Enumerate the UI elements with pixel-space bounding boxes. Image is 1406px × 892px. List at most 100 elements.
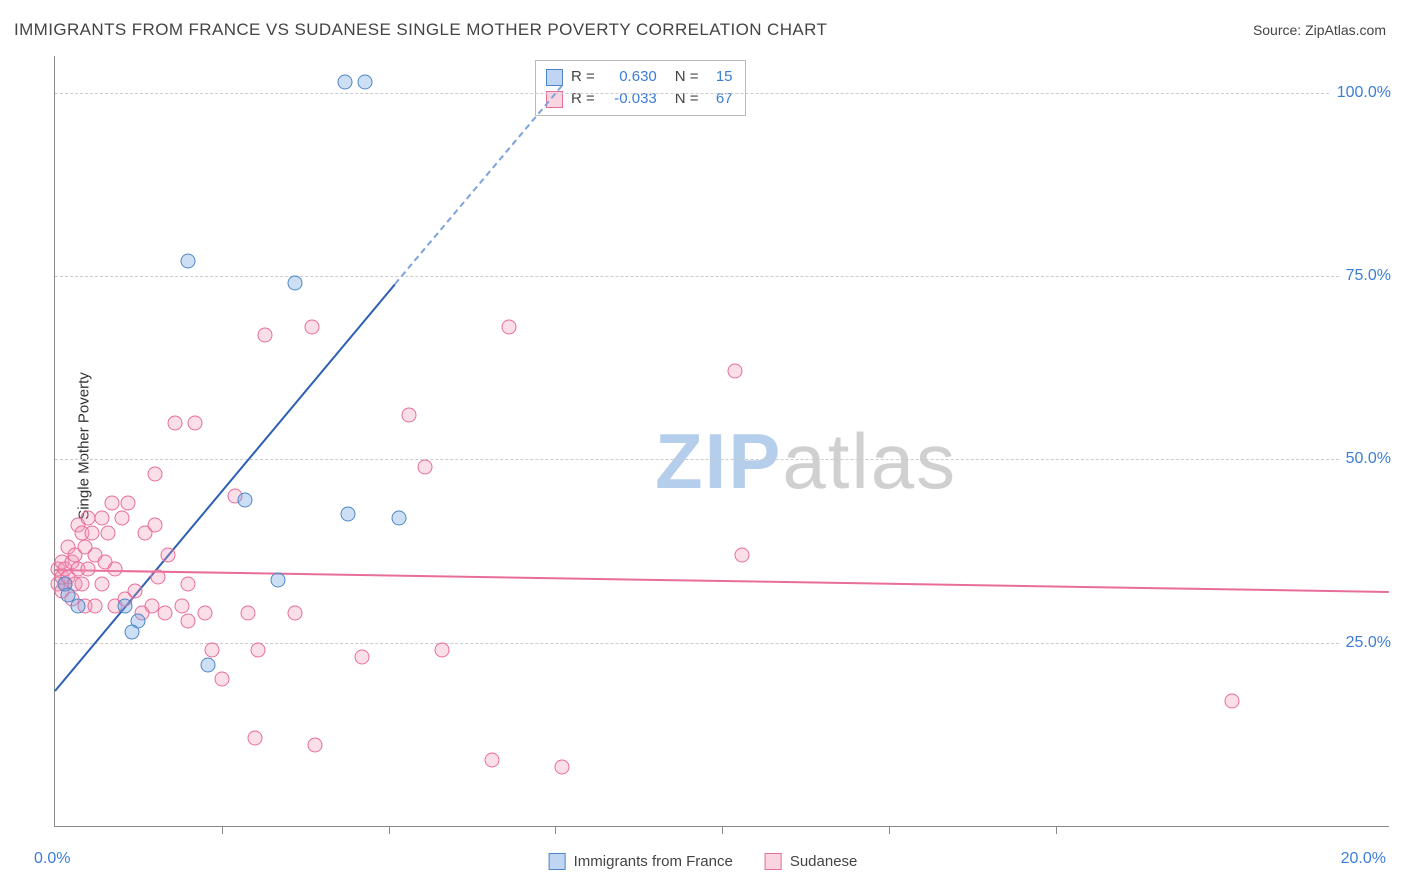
point-sudanese: [148, 518, 163, 533]
plot-area: ZIPatlas R = 0.630 N = 15 R = -0.033 N =…: [54, 56, 1389, 827]
x-tick-mark: [555, 826, 556, 834]
n-value-sudanese: 67: [707, 88, 733, 110]
x-tick-mark: [389, 826, 390, 834]
n-label: N =: [675, 66, 699, 88]
point-sudanese: [174, 599, 189, 614]
point-sudanese: [74, 577, 89, 592]
x-tick-mark: [1056, 826, 1057, 834]
point-sudanese: [204, 643, 219, 658]
point-france: [71, 599, 86, 614]
point-sudanese: [148, 467, 163, 482]
point-sudanese: [101, 525, 116, 540]
x-tick-max: 20.0%: [1341, 850, 1386, 868]
point-sudanese: [241, 606, 256, 621]
point-sudanese: [104, 496, 119, 511]
point-france: [338, 74, 353, 89]
point-sudanese: [308, 738, 323, 753]
point-sudanese: [728, 364, 743, 379]
point-sudanese: [304, 320, 319, 335]
r-label: R =: [571, 88, 595, 110]
gridline-h: [55, 276, 1389, 277]
y-tick-label: 25.0%: [1340, 634, 1391, 652]
n-value-france: 15: [707, 66, 733, 88]
x-tick-min: 0.0%: [34, 850, 70, 868]
legend-item-france: Immigrants from France: [549, 853, 733, 870]
swatch-blue-icon: [549, 853, 566, 870]
point-sudanese: [288, 606, 303, 621]
point-sudanese: [108, 562, 123, 577]
point-sudanese: [198, 606, 213, 621]
legend-row-sudanese: R = -0.033 N = 67: [546, 88, 733, 110]
point-sudanese: [161, 547, 176, 562]
point-sudanese: [114, 511, 129, 526]
point-sudanese: [434, 643, 449, 658]
x-tick-mark: [222, 826, 223, 834]
chart-title: IMMIGRANTS FROM FRANCE VS SUDANESE SINGL…: [14, 20, 827, 40]
point-sudanese: [484, 753, 499, 768]
source-name: ZipAtlas.com: [1305, 22, 1386, 38]
x-tick-mark: [889, 826, 890, 834]
point-sudanese: [81, 562, 96, 577]
watermark-atlas: atlas: [782, 417, 957, 505]
point-france: [358, 74, 373, 89]
r-value-france: 0.630: [603, 66, 657, 88]
point-sudanese: [401, 408, 416, 423]
source-credit: Source: ZipAtlas.com: [1253, 22, 1386, 38]
point-france: [341, 507, 356, 522]
y-tick-label: 100.0%: [1331, 84, 1391, 102]
point-france: [238, 492, 253, 507]
point-france: [201, 657, 216, 672]
point-sudanese: [1225, 694, 1240, 709]
point-sudanese: [735, 547, 750, 562]
trend-line-france-extrap: [394, 86, 562, 285]
point-france: [181, 254, 196, 269]
point-sudanese: [168, 415, 183, 430]
point-sudanese: [214, 672, 229, 687]
point-france: [271, 573, 286, 588]
swatch-blue: [546, 69, 563, 86]
legend-label-sudanese: Sudanese: [790, 853, 858, 870]
legend-label-france: Immigrants from France: [574, 853, 733, 870]
swatch-pink-icon: [765, 853, 782, 870]
point-sudanese: [94, 511, 109, 526]
point-france: [288, 276, 303, 291]
point-sudanese: [188, 415, 203, 430]
y-tick-label: 75.0%: [1340, 267, 1391, 285]
x-tick-mark: [722, 826, 723, 834]
point-sudanese: [84, 525, 99, 540]
y-tick-label: 50.0%: [1340, 450, 1391, 468]
chart-container: IMMIGRANTS FROM FRANCE VS SUDANESE SINGL…: [0, 0, 1406, 892]
point-sudanese: [151, 569, 166, 584]
legend-item-sudanese: Sudanese: [765, 853, 858, 870]
source-prefix: Source:: [1253, 22, 1305, 38]
r-label: R =: [571, 66, 595, 88]
watermark: ZIPatlas: [655, 416, 957, 507]
point-sudanese: [251, 643, 266, 658]
r-value-sudanese: -0.033: [603, 88, 657, 110]
point-france: [118, 599, 133, 614]
point-sudanese: [258, 327, 273, 342]
legend-row-france: R = 0.630 N = 15: [546, 66, 733, 88]
legend-correlation: R = 0.630 N = 15 R = -0.033 N = 67: [535, 60, 746, 116]
point-france: [124, 624, 139, 639]
point-sudanese: [248, 731, 263, 746]
point-france: [391, 511, 406, 526]
n-label: N =: [675, 88, 699, 110]
legend-series: Immigrants from France Sudanese: [549, 853, 858, 870]
point-sudanese: [158, 606, 173, 621]
point-sudanese: [354, 650, 369, 665]
point-sudanese: [501, 320, 516, 335]
point-sudanese: [181, 577, 196, 592]
point-sudanese: [554, 760, 569, 775]
point-sudanese: [88, 599, 103, 614]
gridline-h: [55, 459, 1389, 460]
trend-line-sudanese: [55, 569, 1389, 593]
watermark-zip: ZIP: [655, 417, 782, 505]
point-sudanese: [121, 496, 136, 511]
gridline-h: [55, 93, 1389, 94]
point-sudanese: [181, 613, 196, 628]
trend-line-france: [54, 284, 396, 692]
point-sudanese: [94, 577, 109, 592]
point-sudanese: [128, 584, 143, 599]
point-sudanese: [418, 459, 433, 474]
